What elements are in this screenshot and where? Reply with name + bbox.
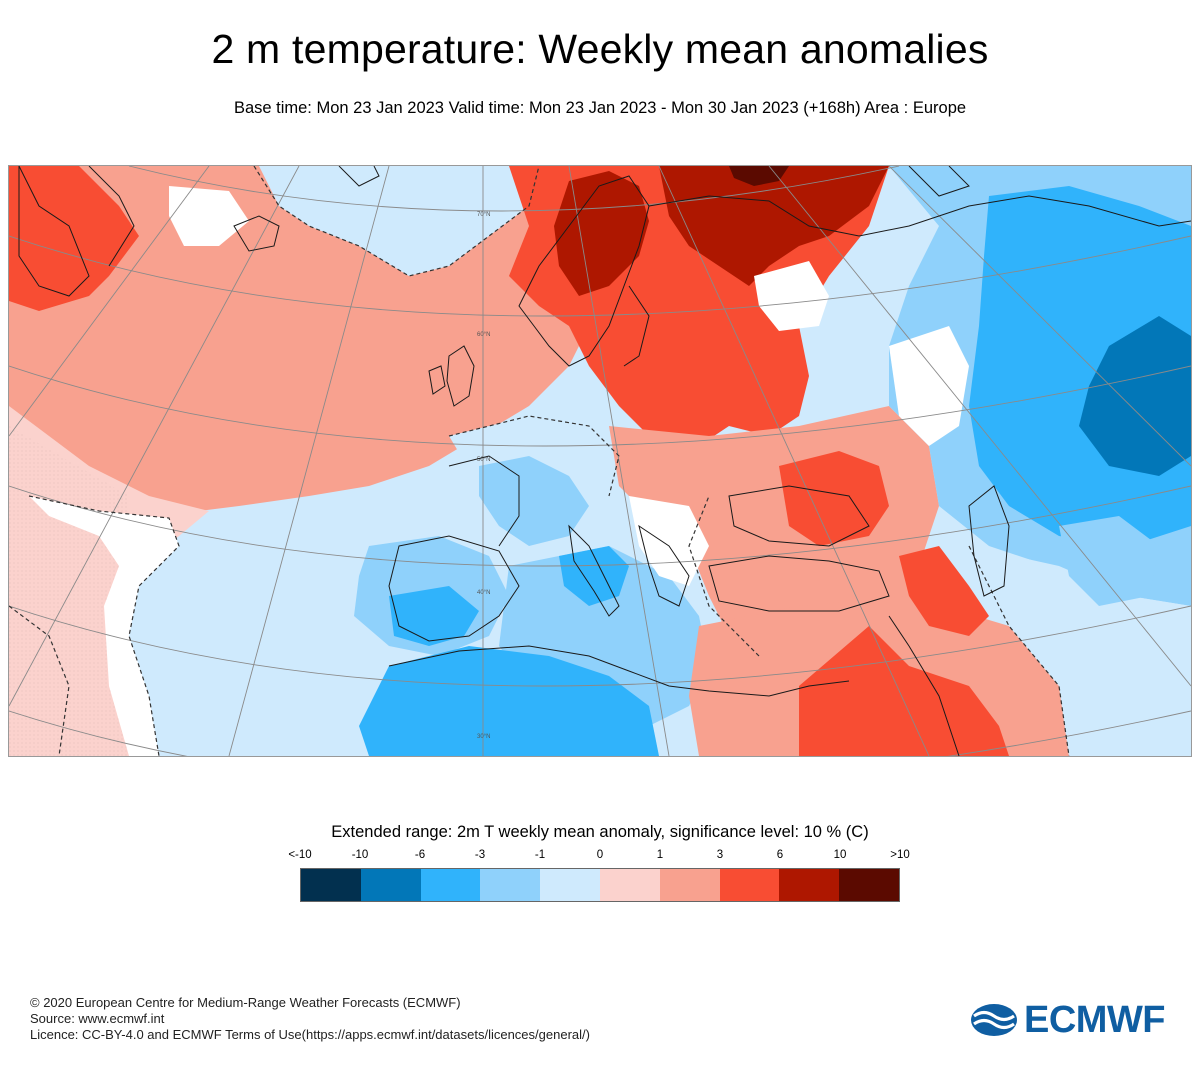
- footer-licence: Licence: CC-BY-4.0 and ECMWF Terms of Us…: [30, 1027, 590, 1042]
- ecmwf-logo-text: ECMWF: [1024, 998, 1166, 1041]
- legend-bin: [360, 869, 421, 901]
- graticule-labels: 70°N 60°N 50°N 40°N 30°N: [477, 212, 490, 740]
- significance-contours: [9, 166, 1070, 756]
- legend-bin: [420, 869, 481, 901]
- legend-title: Extended range: 2m T weekly mean anomaly…: [331, 823, 869, 841]
- legend-bin: [540, 869, 600, 901]
- chart-subtitle: Base time: Mon 23 Jan 2023 Valid time: M…: [233, 99, 967, 117]
- svg-text:40°N: 40°N: [477, 590, 490, 596]
- svg-text:60°N: 60°N: [477, 332, 490, 338]
- footer: © 2020 European Centre for Medium-Range …: [30, 995, 590, 1043]
- region-arctic-white: [169, 186, 249, 246]
- region-nw-russia-hot: [659, 166, 889, 286]
- ecmwf-logo: ECMWF: [970, 998, 1175, 1042]
- legend-tick: 6: [776, 849, 784, 861]
- region-north-africa-cold: [359, 646, 659, 756]
- region-caspian-cool: [1059, 516, 1159, 606]
- legend-tick: <-10: [288, 849, 312, 861]
- legend-bin: [599, 869, 660, 901]
- legend-tick: -3: [474, 849, 486, 861]
- svg-text:70°N: 70°N: [477, 212, 490, 218]
- legend-tick: >10: [890, 849, 910, 861]
- anomaly-map: 70°N 60°N 50°N 40°N 30°N: [8, 165, 1192, 757]
- legend-bin: [480, 869, 541, 901]
- footer-copyright: © 2020 European Centre for Medium-Range …: [30, 995, 461, 1010]
- chart-title: 2 m temperature: Weekly mean anomalies: [211, 26, 989, 72]
- coastlines: [18, 166, 1191, 756]
- region-egypt-hot: [799, 626, 1009, 756]
- svg-text:30°N: 30°N: [477, 734, 490, 740]
- legend-tick: -1: [534, 849, 546, 861]
- svg-text:50°N: 50°N: [477, 457, 490, 463]
- legend-bin: [659, 869, 720, 901]
- legend-bin: [839, 869, 899, 901]
- legend-tick: 0: [596, 849, 604, 861]
- map-canvas: 70°N 60°N 50°N 40°N 30°N: [9, 166, 1191, 756]
- region-levant-hot: [899, 546, 989, 636]
- footer-source: Source: www.ecmwf.int: [30, 1011, 165, 1026]
- ecmwf-logo-mark: [971, 1004, 1017, 1036]
- legend-tick: -6: [414, 849, 426, 861]
- region-atlantic-neutral-band: [29, 496, 179, 756]
- legend-bin: [719, 869, 780, 901]
- region-scandinavia-hot: [554, 171, 649, 296]
- legend-bin: [779, 869, 840, 901]
- region-norwegian-sea-cool: [259, 166, 539, 276]
- legend-tick-labels: <-10 -10 -6 -3 -1 0 1 3 6 10 >10: [288, 849, 909, 863]
- legend-tick: 10: [833, 849, 847, 861]
- region-nw-russia-extreme: [729, 166, 789, 186]
- legend-bin: [301, 869, 361, 901]
- legend-tick: 1: [656, 849, 664, 861]
- region-central-russia-neutral: [889, 326, 969, 446]
- region-west-siberia-very-cold: [1079, 316, 1191, 476]
- region-iberia-cold: [389, 586, 479, 646]
- region-western-europe-cool: [479, 456, 589, 546]
- region-balkans-neutral: [629, 496, 709, 586]
- region-black-sea-hot: [779, 451, 889, 546]
- legend-tick: -10: [351, 849, 369, 861]
- region-white-sea-neutral: [754, 261, 829, 331]
- legend-tick: 3: [716, 849, 724, 861]
- legend-color-bar: [300, 868, 900, 902]
